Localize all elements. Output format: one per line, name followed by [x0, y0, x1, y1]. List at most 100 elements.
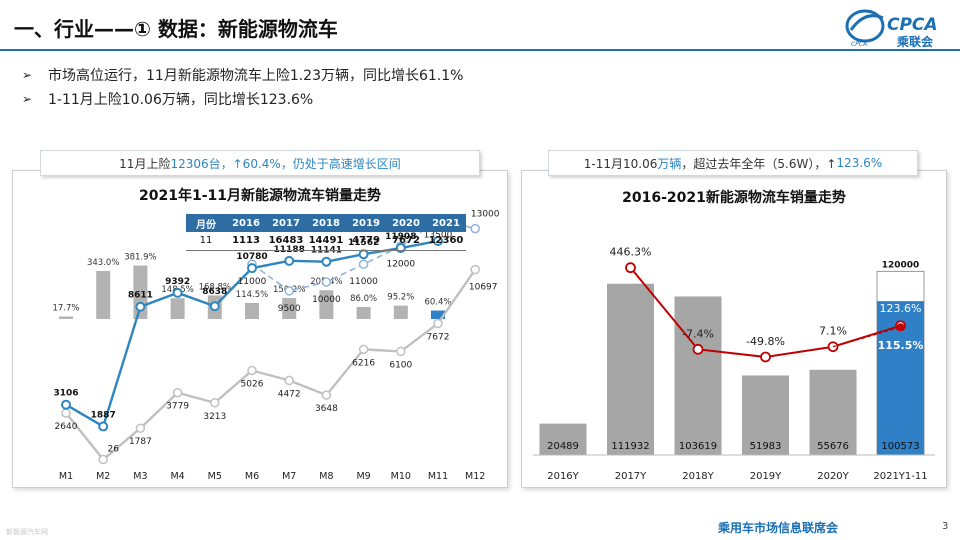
growth-label: 17.7%: [52, 304, 79, 314]
data-label-2020: 10697: [469, 283, 498, 293]
bullet-text: 1-11月上险10.06万辆，同比增长123.6%: [48, 92, 314, 108]
growth-label: 446.3%: [610, 246, 652, 259]
table-header-cell: 2017: [266, 214, 306, 232]
growth-bar: [96, 270, 111, 319]
right-banner: 1-11月10.06 万辆 ，超过去年全年（5.6W），↑ 123.6%: [548, 150, 918, 176]
data-point-2021: [358, 249, 369, 260]
data-point-2021: [247, 263, 257, 274]
data-label-2020: 6100: [389, 360, 412, 370]
growth-label: 381.9%: [124, 253, 156, 263]
data-label-2020: 4472: [278, 389, 301, 399]
growth-label: -7.4%: [682, 327, 714, 340]
data-label-forecast: 9500: [278, 304, 301, 314]
bar-value-label: 51983: [750, 441, 782, 452]
data-point-forecast: [321, 277, 332, 287]
data-label-2020: 3648: [315, 404, 338, 414]
data-point-2021: [172, 287, 183, 298]
data-point-2021: [321, 256, 332, 267]
summary-bullets: ➢ 市场高位运行，11月新能源物流车上险1.23万辆，同比增长61.1% ➢ 1…: [22, 63, 463, 111]
watermark: 新能源汽车网: [6, 528, 48, 536]
data-label-forecast: 12000: [386, 259, 415, 269]
annual-bar: [607, 283, 654, 455]
data-label-2020: 6216: [352, 358, 375, 368]
data-point-2020: [433, 318, 443, 329]
logo-cn: 乘联会: [896, 34, 934, 49]
page-title: 一、行业——① 数据：新能源物流车: [14, 17, 338, 41]
growth-bar: [59, 316, 73, 319]
growth-bar: [170, 298, 185, 319]
data-point-forecast: [470, 223, 480, 234]
data-label-2020: 3213: [203, 412, 226, 422]
chart-title: 2016-2021新能源物流车销量走势: [622, 189, 846, 206]
data-point-2020: [98, 454, 108, 465]
data-point-2021: [98, 421, 109, 432]
x-tick-label: M8: [319, 471, 333, 482]
data-point-2021: [135, 301, 146, 312]
bar-value-label: 20489: [547, 441, 579, 452]
growth-label: 7.1%: [819, 325, 847, 338]
data-label-2021: 8611: [128, 291, 153, 301]
table-header-cell: 2018: [306, 214, 346, 232]
data-label-2020: 26: [107, 445, 119, 455]
data-point-2020: [247, 365, 257, 376]
bullet-arrow-icon: ➢: [22, 68, 33, 82]
x-tick-label: 2018Y: [682, 471, 714, 482]
x-tick-label: 2019Y: [750, 471, 782, 482]
data-label-2021: 10780: [236, 252, 267, 262]
table-cell: 14491: [306, 232, 346, 251]
growth-point: [692, 343, 704, 355]
data-point-2020: [321, 390, 332, 400]
data-label-2020: 2640: [55, 422, 78, 432]
data-point-2021: [284, 255, 295, 266]
table-header-cell: 月份: [186, 214, 226, 232]
table-cell: 1113: [226, 232, 266, 251]
growth-label: 114.5%: [236, 290, 268, 300]
november-history-table: 月份 2016 2017 2018 2019 2020 2021 11 1113 16483 14…: [186, 214, 466, 251]
growth-point: [760, 351, 771, 363]
table-cell: 11: [186, 232, 226, 251]
left-banner-highlight: 12306台，↑60.4%，仍处于高速增长区间: [170, 156, 401, 171]
bullet-2: ➢ 1-11月上险10.06万辆，同比增长123.6%: [22, 87, 463, 111]
data-label-2020: 7672: [427, 332, 450, 342]
projected-growth-point: [896, 323, 905, 332]
footer-organization: 乘用车市场信息联席会: [718, 521, 839, 535]
data-label-2021: 1887: [91, 410, 116, 420]
x-tick-label: M1: [59, 471, 73, 482]
right-chart-panel: [521, 170, 947, 488]
data-point-forecast: [358, 259, 369, 269]
x-tick-label: M3: [133, 471, 147, 482]
page-number: 3: [942, 521, 949, 532]
x-tick-label: M4: [170, 471, 184, 482]
left-banner: 11月上险 12306台，↑60.4%，仍处于高速增长区间: [40, 150, 480, 176]
data-label-2020: 5026: [241, 380, 264, 390]
data-point-2020: [210, 398, 220, 408]
table-header-cell: 2021: [426, 214, 466, 232]
data-point-2020: [358, 344, 369, 355]
data-label-2021: 9392: [165, 277, 190, 287]
x-tick-label: M6: [245, 471, 259, 482]
table-cell: 4779: [346, 232, 386, 251]
growth-bar: [393, 305, 408, 319]
annual-sales-chart: 2016-2021新能源物流车销量走势 20489 111932 103619 519…: [533, 189, 935, 482]
bullet-text: 市场高位运行，11月新能源物流车上险1.23万辆，同比增长61.1%: [48, 68, 464, 84]
bar-value-label: 111932: [611, 441, 649, 452]
x-tick-label: M9: [356, 471, 370, 482]
right-banner-unit: 万辆: [657, 156, 682, 171]
data-label-forecast: 10000: [312, 295, 341, 305]
data-label-2021: 11141: [311, 246, 342, 256]
annual-bar: [674, 296, 722, 455]
x-tick-label: 2021Y1-11: [873, 471, 927, 482]
bar-value-label: 103619: [679, 441, 717, 452]
right-banner-growth: 123.6%: [836, 156, 883, 170]
data-label-2021: 8638: [202, 287, 227, 297]
table-cell: 16483: [266, 232, 306, 251]
growth-label: 60.4%: [424, 298, 451, 308]
growth-bar: [245, 302, 259, 319]
title-rule: [0, 49, 960, 51]
left-banner-prefix: 11月上险: [119, 156, 171, 171]
series-line-2020: [65, 268, 477, 462]
growth-label: -49.8%: [746, 335, 785, 348]
data-label-forecast: 11000: [238, 277, 267, 287]
data-point-forecast: [284, 286, 294, 296]
right-banner-prefix: 1-11月10.06: [583, 156, 658, 171]
